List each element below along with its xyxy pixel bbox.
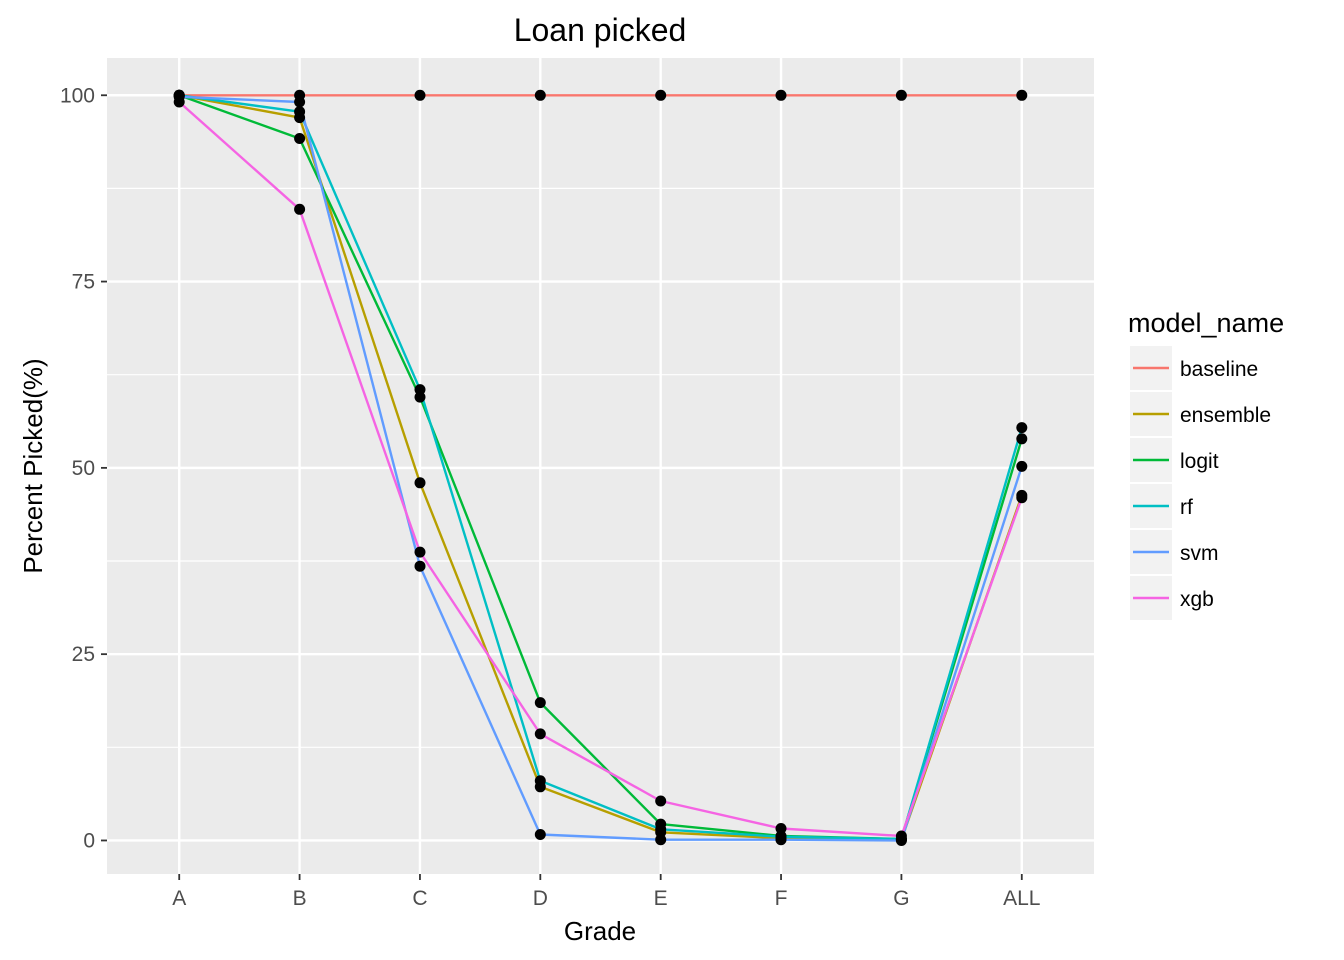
data-point-rf [655, 823, 667, 835]
x-tick-label: ALL [1003, 887, 1040, 910]
data-point-baseline [534, 89, 546, 101]
series-points [173, 89, 1028, 846]
x-axis: A B C D E F G ALL [172, 874, 1040, 910]
data-point-rf [414, 384, 426, 396]
y-axis: 0 25 50 75 100 [60, 84, 107, 852]
data-point-xgb [775, 823, 787, 834]
data-point-baseline [655, 89, 667, 101]
data-point-svm [534, 829, 546, 840]
legend: model_name baseline ensemble logit rf svm xgb [1128, 308, 1284, 620]
data-point-xgb [1016, 492, 1028, 504]
data-point-baseline [775, 89, 787, 101]
series-line-rf [179, 94, 1023, 841]
y-tick-label: 100 [60, 84, 95, 107]
series-line-xgb [178, 101, 1023, 838]
x-tick-label: D [533, 887, 548, 910]
x-tick-label: C [412, 887, 427, 910]
legend-label-logit: logit [1180, 450, 1219, 473]
y-tick-label: 50 [72, 457, 95, 480]
data-point-rf [294, 106, 306, 118]
x-axis-title: Grade [564, 916, 636, 946]
data-point-svm [655, 834, 667, 846]
data-point-logit [294, 133, 306, 144]
data-point-svm [294, 96, 306, 108]
data-point-svm [414, 560, 426, 572]
data-point-xgb [294, 203, 306, 215]
series-lines [178, 94, 1023, 842]
data-point-xgb [173, 96, 185, 108]
data-point-xgb [534, 728, 546, 740]
y-axis-title: Percent Picked(%) [18, 358, 48, 573]
x-tick-label: E [654, 887, 668, 910]
data-point-xgb [655, 795, 667, 807]
data-point-logit [1016, 433, 1028, 445]
data-point-svm [775, 834, 787, 846]
series-line-svm [179, 95, 1023, 842]
plot-panel [107, 58, 1094, 874]
data-point-logit [534, 697, 546, 709]
y-tick-label: 0 [83, 829, 95, 852]
data-point-xgb [895, 830, 907, 842]
x-tick-label: A [172, 887, 186, 910]
x-tick-label: B [293, 887, 307, 910]
data-point-svm [1016, 460, 1028, 472]
data-point-ensemble [414, 477, 426, 489]
legend-label-svm: svm [1180, 542, 1219, 565]
data-point-baseline [414, 89, 426, 101]
data-point-rf [534, 775, 546, 787]
data-point-xgb [414, 546, 426, 558]
data-point-baseline [1016, 89, 1028, 101]
legend-title: model_name [1128, 308, 1284, 338]
legend-label-ensemble: ensemble [1180, 404, 1271, 427]
chart-title: Loan picked [514, 12, 687, 48]
y-tick-label: 25 [72, 643, 95, 666]
legend-label-rf: rf [1180, 496, 1193, 519]
legend-label-xgb: xgb [1180, 588, 1214, 611]
data-point-rf [1016, 422, 1028, 434]
x-tick-label: G [893, 887, 909, 910]
data-point-baseline [895, 89, 907, 101]
y-tick-label: 75 [72, 271, 95, 294]
legend-label-baseline: baseline [1180, 358, 1258, 381]
x-tick-label: F [775, 887, 788, 910]
